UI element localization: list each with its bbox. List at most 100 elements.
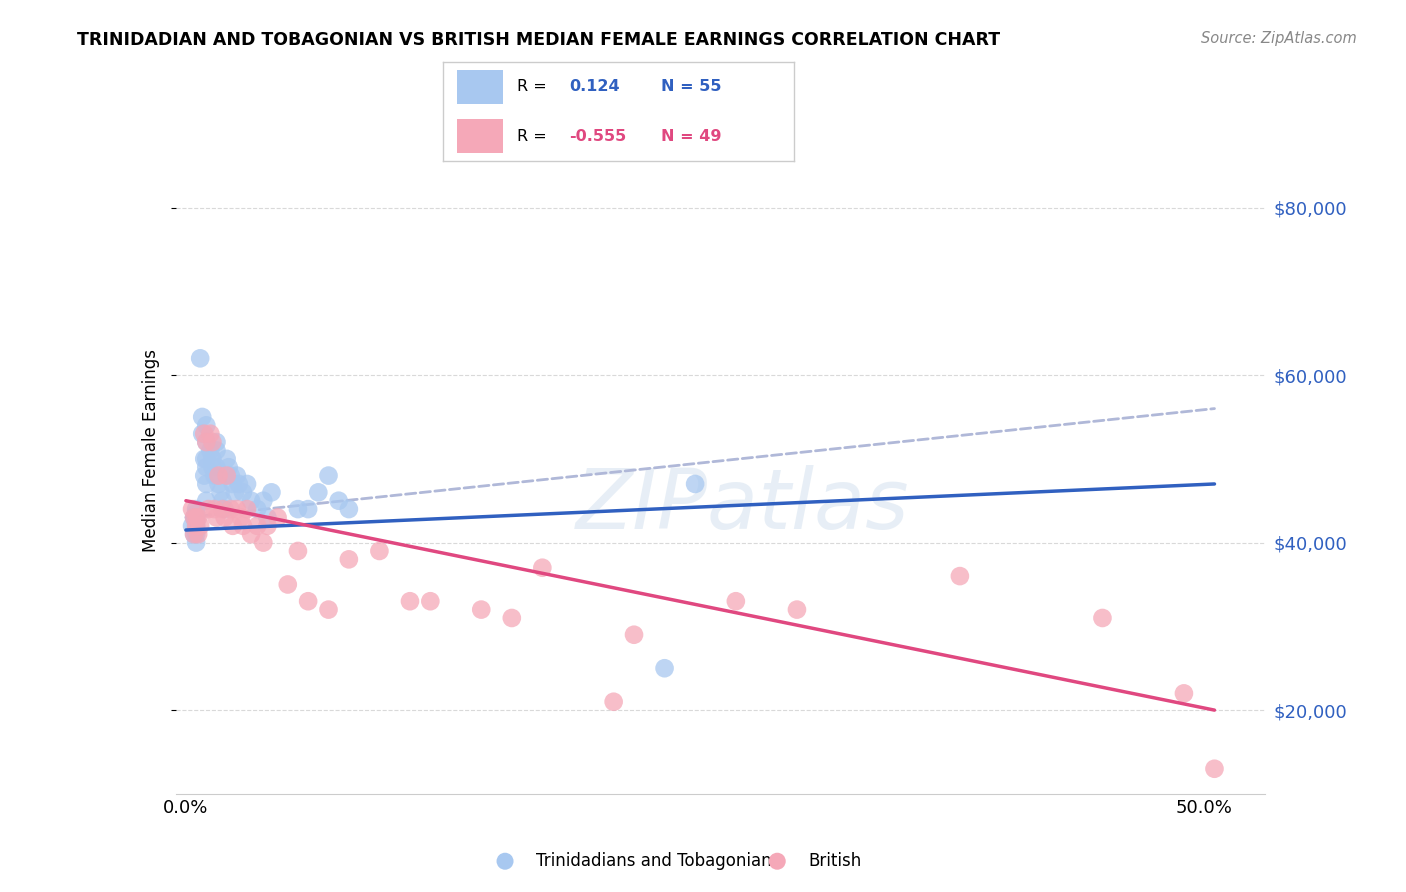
Point bbox=[201, 435, 224, 450]
Text: Source: ZipAtlas.com: Source: ZipAtlas.com bbox=[1201, 31, 1357, 46]
Point bbox=[207, 477, 229, 491]
Point bbox=[184, 519, 207, 533]
Point bbox=[287, 544, 309, 558]
Y-axis label: Median Female Earnings: Median Female Earnings bbox=[142, 349, 160, 552]
Point bbox=[200, 443, 222, 458]
Point bbox=[205, 443, 228, 458]
Point bbox=[183, 510, 205, 524]
Point bbox=[232, 485, 254, 500]
Point bbox=[225, 468, 247, 483]
Point bbox=[197, 502, 219, 516]
Point bbox=[766, 855, 789, 869]
Text: TRINIDADIAN AND TOBAGONIAN VS BRITISH MEDIAN FEMALE EARNINGS CORRELATION CHART: TRINIDADIAN AND TOBAGONIAN VS BRITISH ME… bbox=[77, 31, 1001, 49]
Point bbox=[224, 485, 246, 500]
Bar bbox=[457, 70, 503, 103]
Point bbox=[949, 569, 972, 583]
Point bbox=[724, 594, 747, 608]
Point bbox=[1204, 762, 1226, 776]
Point bbox=[318, 468, 340, 483]
Point bbox=[228, 477, 250, 491]
Point bbox=[193, 468, 215, 483]
Point bbox=[187, 527, 209, 541]
Point bbox=[328, 493, 350, 508]
Point bbox=[191, 409, 214, 424]
Point bbox=[181, 519, 204, 533]
Point bbox=[399, 594, 422, 608]
Point bbox=[786, 602, 808, 616]
Point bbox=[184, 535, 207, 549]
Point bbox=[683, 477, 706, 491]
Point bbox=[184, 527, 207, 541]
Point bbox=[240, 527, 263, 541]
Point bbox=[232, 519, 254, 533]
Point bbox=[183, 510, 205, 524]
Point bbox=[297, 594, 319, 608]
Point bbox=[246, 502, 269, 516]
Point bbox=[193, 426, 215, 441]
Point bbox=[204, 468, 226, 483]
Point bbox=[214, 510, 236, 524]
Point bbox=[654, 661, 676, 675]
Point bbox=[219, 468, 242, 483]
Point bbox=[215, 451, 238, 466]
Point bbox=[307, 485, 329, 500]
Point bbox=[209, 485, 232, 500]
Point bbox=[214, 502, 236, 516]
Point bbox=[205, 460, 228, 475]
Point bbox=[419, 594, 441, 608]
Point bbox=[195, 460, 218, 475]
Point bbox=[183, 527, 205, 541]
Text: British: British bbox=[808, 852, 862, 871]
Point bbox=[260, 485, 283, 500]
Point bbox=[181, 502, 204, 516]
Point bbox=[191, 426, 214, 441]
Point bbox=[184, 515, 207, 529]
Point bbox=[229, 510, 252, 524]
Point bbox=[195, 418, 218, 433]
Point bbox=[184, 510, 207, 524]
Point bbox=[623, 628, 645, 642]
Point bbox=[205, 510, 228, 524]
Point bbox=[318, 602, 340, 616]
Point bbox=[184, 502, 207, 516]
Point bbox=[225, 502, 247, 516]
Point bbox=[184, 523, 207, 537]
Text: R =: R = bbox=[517, 79, 547, 95]
Text: ZIPatlas: ZIPatlas bbox=[575, 465, 910, 546]
Point bbox=[277, 577, 299, 591]
Text: 0.124: 0.124 bbox=[569, 79, 620, 95]
Text: Trinidadians and Tobagonians: Trinidadians and Tobagonians bbox=[536, 852, 780, 871]
Point bbox=[195, 493, 218, 508]
Point bbox=[207, 468, 229, 483]
Point bbox=[195, 435, 218, 450]
Point bbox=[201, 451, 224, 466]
Point bbox=[236, 477, 259, 491]
Point bbox=[252, 535, 274, 549]
Bar bbox=[457, 120, 503, 153]
Point bbox=[266, 510, 288, 524]
Point bbox=[246, 519, 269, 533]
Point bbox=[222, 519, 245, 533]
Point bbox=[184, 519, 207, 533]
Point bbox=[494, 855, 516, 869]
Point bbox=[1091, 611, 1114, 625]
Point bbox=[188, 519, 211, 533]
Point bbox=[184, 510, 207, 524]
Point bbox=[222, 477, 245, 491]
Point bbox=[195, 435, 218, 450]
Point bbox=[205, 435, 228, 450]
Point bbox=[240, 493, 263, 508]
Point bbox=[211, 502, 233, 516]
Point bbox=[256, 519, 278, 533]
Point bbox=[337, 502, 360, 516]
Point bbox=[193, 451, 215, 466]
Point bbox=[219, 502, 242, 516]
Point bbox=[195, 477, 218, 491]
Point bbox=[211, 493, 233, 508]
Point bbox=[188, 351, 211, 366]
Point bbox=[204, 502, 226, 516]
Text: -0.555: -0.555 bbox=[569, 128, 627, 144]
Point bbox=[252, 493, 274, 508]
Point bbox=[256, 510, 278, 524]
Point bbox=[187, 510, 209, 524]
